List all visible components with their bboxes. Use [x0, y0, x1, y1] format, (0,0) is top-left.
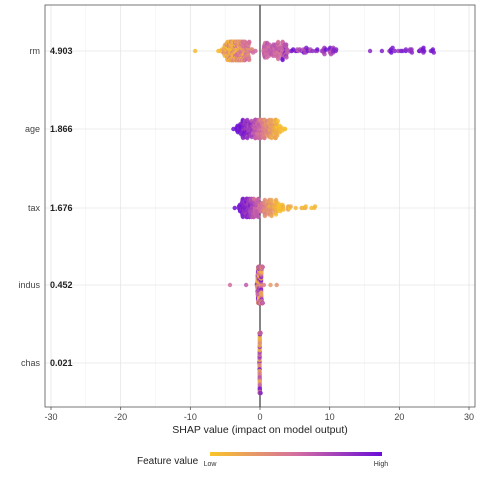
shap-point-tax [303, 204, 308, 209]
shap-point-tax [262, 197, 268, 203]
x-tick-label: -10 [184, 412, 197, 422]
shap-point-age [231, 126, 236, 132]
shap-point-rm [280, 57, 285, 63]
feature-importance-label: 0.021 [50, 358, 73, 368]
shap-point-rm [409, 50, 415, 55]
shap-point-tax [256, 196, 261, 202]
shap-point-tax [269, 213, 274, 219]
shap-point-age [269, 135, 274, 141]
shap-point-tax [232, 205, 237, 211]
shap-point-tax [280, 204, 286, 209]
shap-point-chas [258, 330, 263, 336]
shap-point-rm [285, 47, 290, 52]
x-axis-title: SHAP value (impact on model output) [172, 424, 347, 436]
shap-point-rm [389, 50, 394, 55]
shap-point-rm [403, 47, 409, 52]
shap-point-rm [322, 52, 327, 57]
feature-label: indus [18, 280, 40, 290]
shap-point-rm [367, 48, 373, 54]
shap-point-tax [293, 205, 298, 211]
shap-point-indus [274, 282, 279, 288]
feature-labels: rm 4.903 age 1.866 tax 1.676 indus 0.452 chas 0.0… [18, 46, 72, 368]
shap-point-tax [288, 204, 293, 209]
shap-point-rm [310, 48, 315, 54]
shap-point-age [269, 117, 274, 123]
shap-point-rm [247, 39, 252, 45]
x-tick-label: 0 [257, 412, 262, 422]
shap-point-rm [276, 39, 281, 45]
feature-label: chas [21, 358, 41, 368]
shap-point-age [282, 126, 288, 132]
shap-point-rm [276, 56, 281, 62]
shap-point-rm [284, 55, 289, 60]
shap-point-age [275, 118, 280, 124]
shap-point-indus [268, 282, 273, 288]
shap-point-rm [409, 47, 414, 52]
feature-importance-label: 0.452 [50, 280, 73, 290]
shap-point-rm [334, 47, 339, 52]
feature-label: tax [28, 203, 41, 213]
shap-point-rm [247, 57, 252, 63]
legend-high-label: High [374, 461, 389, 468]
x-tick-label: 30 [464, 412, 474, 422]
shap-point-tax [312, 204, 318, 209]
shap-point-rm [431, 50, 436, 55]
shap-point-rm [390, 45, 395, 50]
feature-importance-label: 1.676 [50, 203, 73, 213]
shap-point-tax [281, 207, 286, 212]
shap-point-tax [269, 197, 274, 203]
shap-point-rm [253, 48, 258, 54]
legend-gradient-bar [210, 452, 382, 456]
shap-point-indus [260, 264, 265, 270]
x-tick-label: 20 [394, 412, 404, 422]
feature-label: age [25, 124, 40, 134]
shap-point-rm [392, 48, 398, 54]
shap-point-rm [284, 42, 289, 47]
shap-point-rm [379, 48, 385, 54]
shap-points [193, 39, 436, 396]
color-legend: Feature value Low High [137, 452, 388, 468]
shap-point-rm [315, 47, 320, 52]
feature-label: rm [30, 46, 41, 56]
shap-point-indus [227, 282, 233, 288]
shap-point-chas [258, 390, 263, 396]
legend-low-label: Low [204, 461, 218, 468]
x-tick-label: -30 [44, 412, 57, 422]
legend-title: Feature value [137, 456, 199, 467]
shap-point-rm [193, 48, 198, 54]
shap-point-indus [260, 300, 265, 306]
shap-point-tax [262, 213, 268, 219]
x-tick-label: 10 [325, 412, 335, 422]
x-axis-ticks: -30 -20 -10 0 10 20 30 [44, 407, 474, 422]
feature-importance-label: 1.866 [50, 124, 73, 134]
x-tick-label: -20 [114, 412, 127, 422]
shap-point-age [275, 133, 280, 138]
shap-point-rm [422, 48, 427, 54]
feature-importance-label: 4.903 [50, 46, 73, 56]
shap-point-rm [285, 50, 290, 55]
shap-point-indus [243, 282, 249, 288]
shap-point-tax [256, 214, 261, 220]
shap-point-indus [261, 282, 267, 288]
